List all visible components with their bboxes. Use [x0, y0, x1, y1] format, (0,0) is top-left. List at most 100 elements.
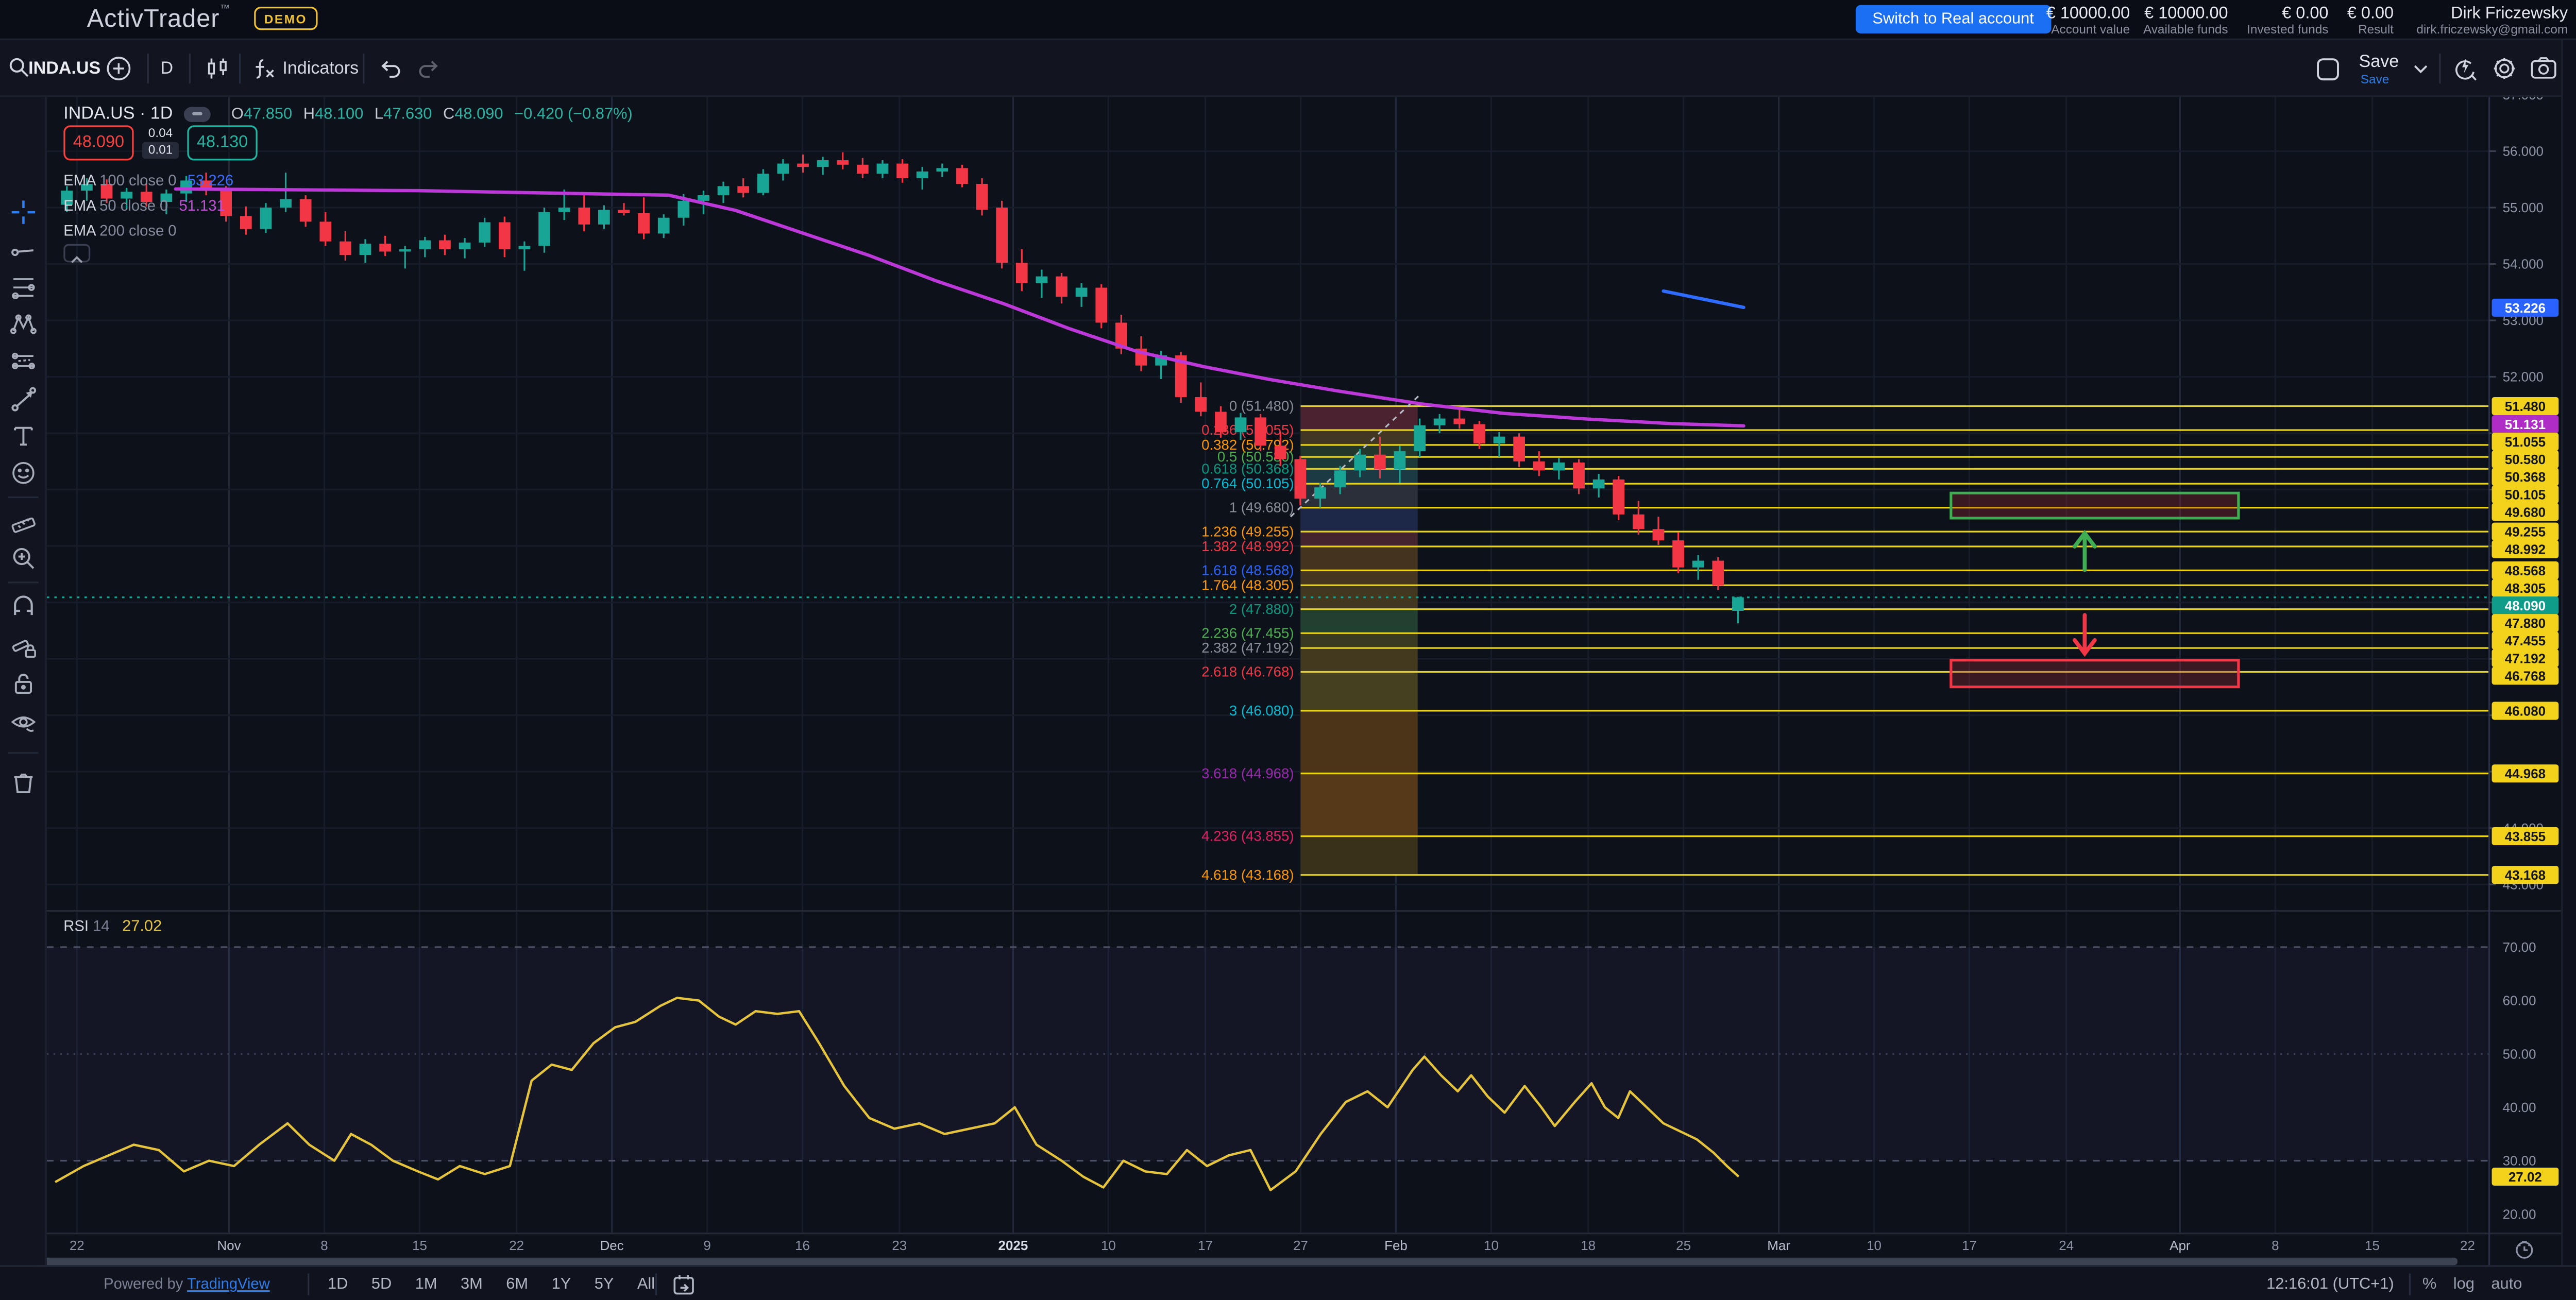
fib-retracement-icon[interactable]: [10, 274, 37, 301]
ema200-legend[interactable]: EMA 200 close 0: [63, 222, 177, 240]
price-badge: [2492, 596, 2559, 615]
remove-drawings-icon[interactable]: [10, 769, 37, 796]
chart-toolbar: INDA.US D Indicators Save Save: [0, 40, 2562, 97]
fib-label: 1 (49.680): [1229, 500, 1294, 516]
save-chevron-down-icon[interactable]: [2412, 63, 2429, 75]
powered-by-label: Powered by TradingView: [104, 1275, 270, 1292]
ema50-legend[interactable]: EMA 50 close 0 51.131: [63, 197, 225, 214]
lock-all-icon[interactable]: [10, 670, 37, 697]
interval-button[interactable]: D: [160, 58, 174, 79]
scale-button-auto[interactable]: auto: [2491, 1275, 2522, 1294]
range-button-1D[interactable]: 1D: [328, 1274, 348, 1293]
hide-all-icon[interactable]: [10, 709, 37, 735]
price-badge: [2492, 649, 2559, 668]
sell-button[interactable]: 48.090: [63, 125, 134, 161]
time-axis-clock-icon[interactable]: [2516, 1241, 2533, 1259]
symbol-interval-label[interactable]: INDA.US · 1D: [63, 104, 173, 124]
time-tick-label: 16: [795, 1239, 810, 1253]
annotations-layer[interactable]: [1950, 491, 2240, 689]
price-badge: [2492, 415, 2559, 434]
svg-text:53.226: 53.226: [2505, 301, 2546, 316]
grid-layer: [46, 94, 2489, 1234]
price-badge: [2492, 579, 2559, 597]
legend-visibility-pill[interactable]: [184, 106, 211, 122]
trend-line-icon[interactable]: [10, 237, 37, 264]
undo-icon[interactable]: [378, 57, 403, 80]
fib-label: 2.382 (47.192): [1201, 640, 1294, 656]
time-tick-label: 9: [703, 1239, 710, 1253]
indicators-fx-icon[interactable]: [251, 55, 279, 82]
xabcd-pattern-icon[interactable]: [10, 311, 37, 338]
rsi-tick-label: 30.00: [2503, 1154, 2536, 1169]
rsi-tick-label: 50.00: [2503, 1047, 2536, 1062]
session-clock[interactable]: 12:16:01 (UTC+1): [2266, 1275, 2394, 1294]
bottom-bar: Powered by TradingView 1D 5D 1M 3M 6M 1Y 5Y All…: [0, 1265, 2576, 1300]
magnet-icon[interactable]: [10, 593, 37, 620]
scale-button-%[interactable]: %: [2422, 1275, 2437, 1294]
time-tick-label: 17: [1962, 1239, 1977, 1253]
symbol-search-icon[interactable]: [8, 57, 30, 78]
horizontal-scrollbar[interactable]: [33, 1257, 2458, 1265]
scale-button-log[interactable]: log: [2453, 1275, 2475, 1294]
time-tick-label: 25: [1676, 1239, 1691, 1253]
range-button-3M[interactable]: 3M: [461, 1274, 483, 1293]
range-button-1Y[interactable]: 1Y: [551, 1274, 571, 1293]
price-badge: [2492, 433, 2559, 451]
range-button-All[interactable]: All: [637, 1274, 655, 1293]
time-tick-label: 2025: [998, 1239, 1028, 1253]
up-arrow-annotation: [2073, 529, 2097, 572]
settings-gear-icon[interactable]: [2491, 55, 2518, 82]
price-axis[interactable]: 43.00044.00045.00046.00047.00048.00049.0…: [2489, 88, 2559, 1222]
ema100-line[interactable]: [1662, 289, 1745, 310]
ema50-line[interactable]: [174, 187, 1745, 428]
range-button-5Y[interactable]: 5Y: [594, 1274, 614, 1293]
time-tick-label: 22: [70, 1239, 84, 1253]
emoji-tool-icon[interactable]: [10, 459, 37, 486]
rsi-pane: [46, 946, 2489, 1191]
zoom-in-icon[interactable]: [10, 545, 37, 572]
svg-text:50.105: 50.105: [2505, 488, 2546, 502]
text-tool-icon[interactable]: [10, 423, 37, 450]
ema100-legend[interactable]: EMA 100 close 0 53.226: [63, 172, 234, 189]
svg-text:47.455: 47.455: [2505, 634, 2546, 648]
range-button-1M[interactable]: 1M: [415, 1274, 437, 1293]
time-tick-label: 22: [2460, 1239, 2475, 1253]
tradingview-link[interactable]: TradingView: [187, 1275, 270, 1292]
price-badge: [2492, 827, 2559, 845]
rsi-legend[interactable]: RSI 14 27.02: [63, 917, 162, 936]
range-button-6M[interactable]: 6M: [506, 1274, 529, 1293]
fib-band: [1300, 672, 1418, 711]
measure-ruler-icon[interactable]: [10, 508, 37, 535]
redo-icon[interactable]: [416, 57, 442, 80]
symbol-search-button[interactable]: INDA.US: [28, 58, 101, 79]
save-button[interactable]: Save: [2359, 52, 2399, 72]
fib-label: 2.618 (46.768): [1201, 664, 1294, 680]
crosshair-icon[interactable]: [10, 199, 37, 226]
svg-text:50.368: 50.368: [2505, 470, 2546, 485]
user-info[interactable]: Dirk Friczewsky dirk.friczewsky@gmail.com: [2416, 4, 2568, 36]
switch-to-real-account-button[interactable]: Switch to Real account: [1855, 5, 2051, 33]
compare-add-icon[interactable]: [105, 55, 132, 82]
chart-style-icon[interactable]: [204, 55, 231, 82]
time-axis[interactable]: 22 Nov 8 15 22 Dec 9 16 23 2025 10 17 27 Feb 10 18 25 Mar…: [70, 1239, 2533, 1259]
buy-button[interactable]: 48.130: [187, 125, 258, 161]
arrow-marker-icon[interactable]: [10, 386, 37, 413]
go-to-date-icon[interactable]: [672, 1274, 695, 1295]
projection-icon[interactable]: [10, 348, 37, 374]
right-rail: [2561, 40, 2576, 1300]
fib-band: [1300, 609, 1418, 634]
quick-search-icon[interactable]: [2451, 55, 2479, 83]
fib-label: 1.382 (48.992): [1201, 538, 1294, 554]
screenshot-camera-icon[interactable]: [2530, 55, 2558, 80]
collapse-indicators-button[interactable]: [63, 244, 91, 263]
price-tick-label: 55.000: [2503, 201, 2544, 215]
date-range-buttons: 1D 5D 1M 3M 6M 1Y 5Y All: [328, 1274, 655, 1293]
time-tick-label: 10: [1101, 1239, 1116, 1253]
time-tick-label: 27: [1293, 1239, 1308, 1253]
price-badge: [2492, 298, 2559, 317]
drawing-lock-icon[interactable]: [10, 634, 37, 660]
range-button-5D[interactable]: 5D: [371, 1274, 392, 1293]
indicators-button[interactable]: Indicators: [282, 58, 359, 79]
layout-icon[interactable]: [2315, 57, 2341, 82]
